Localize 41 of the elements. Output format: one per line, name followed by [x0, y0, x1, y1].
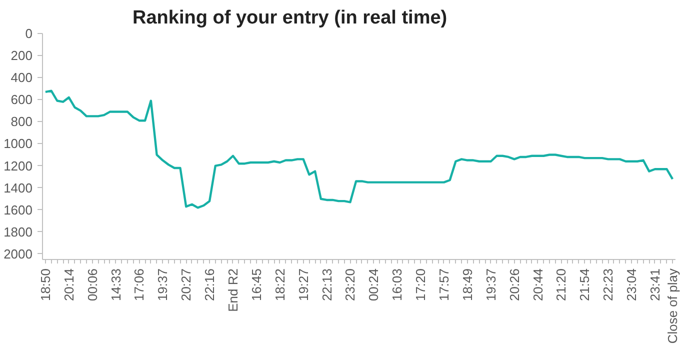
x-tick-label: 21:20	[554, 268, 569, 302]
x-tick-label: 23:20	[342, 268, 358, 302]
y-tick-label: 1400	[4, 180, 32, 196]
y-tick-label: 1200	[4, 158, 32, 174]
y-tick-label: 800	[10, 114, 33, 130]
y-tick-label: 2000	[4, 246, 32, 262]
x-tick-label: 22:13	[319, 268, 334, 302]
chart-title: Ranking of your entry (in real time)	[132, 8, 448, 28]
x-tick-label: 18:22	[272, 268, 288, 302]
x-tick-label: 17:06	[132, 268, 147, 302]
x-tick-label: 23:04	[624, 268, 640, 302]
x-tick-label: 00:06	[84, 268, 100, 302]
x-tick-label: 14:33	[108, 268, 124, 302]
y-tick-label: 200	[10, 48, 33, 64]
x-tick-label: 17:57	[436, 268, 452, 302]
x-tick-label: 18:50	[38, 268, 53, 302]
y-tick-label: 600	[10, 92, 33, 108]
x-tick-label: 20:14	[61, 268, 76, 302]
y-tick-label: 0	[25, 26, 33, 41]
x-tick-label: 16:45	[248, 268, 264, 302]
x-tick-label: 22:23	[600, 268, 616, 302]
x-tick-label: 20:44	[530, 268, 546, 302]
x-tick-label: 18:49	[460, 268, 475, 302]
line-series	[44, 90, 674, 209]
x-tick-label: End R2	[225, 268, 240, 312]
x-tick-label: 20:26	[506, 268, 522, 302]
x-tick-label: 16:03	[390, 268, 405, 302]
x-tick-label: 00:24	[366, 268, 382, 302]
x-tick-label: 23:41	[647, 268, 662, 302]
x-tick-label: 17:20	[413, 268, 428, 302]
x-tick-label: 19:37	[155, 268, 170, 302]
x-tick-label: 21:54	[577, 268, 592, 302]
x-tick-label: 19:27	[296, 268, 311, 302]
x-tick-label: Close of play	[665, 268, 680, 344]
y-tick-label: 1600	[4, 202, 32, 218]
y-tick-label: 400	[10, 70, 33, 86]
y-tick-label: 1000	[4, 136, 32, 152]
x-tick-label: 19:37	[483, 268, 498, 302]
x-tick-label: 20:27	[178, 268, 194, 302]
x-tick-label: 22:16	[202, 268, 218, 302]
y-tick-label: 1800	[4, 224, 32, 240]
